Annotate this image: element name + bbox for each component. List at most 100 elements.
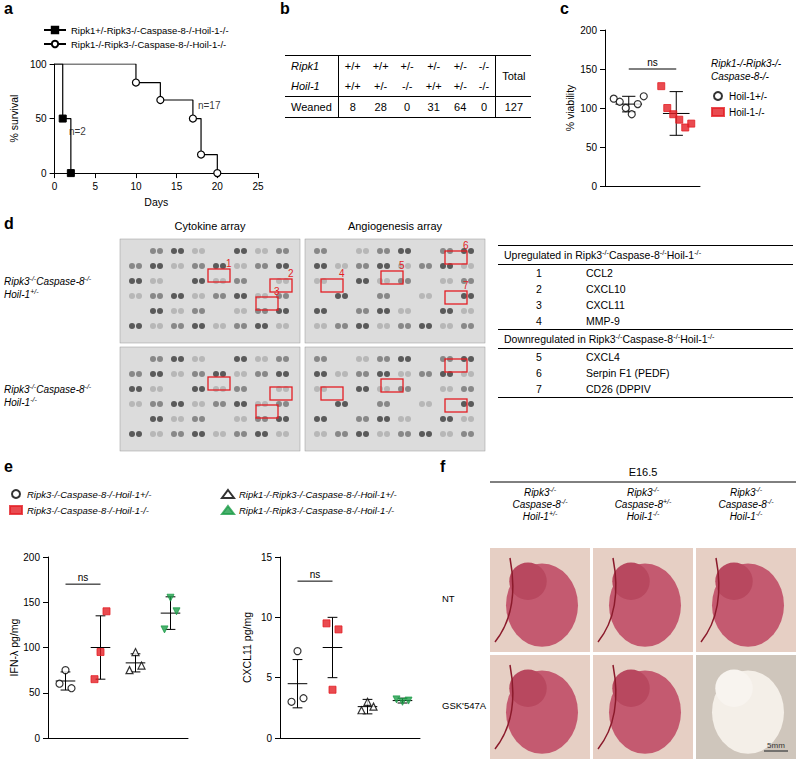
html-text:Hoil-1+/-: Hoil-1+/-: [522, 509, 558, 522]
html-text:127: 127: [504, 101, 523, 113]
html-text:1: 1: [536, 267, 542, 279]
html-text:Ripk3-/-Caspase-8-/-: Ripk3-/-Caspase-8-/-: [4, 382, 92, 395]
svg-text:Hoil-1-/-: Hoil-1-/-: [729, 107, 765, 118]
svg-text:20: 20: [212, 181, 224, 192]
html-text:NT: NT: [442, 593, 455, 604]
svg-text:150: 150: [23, 597, 40, 608]
svg-text:Ripk1-/-Ripk3-/-: Ripk1-/-Ripk3-/-: [711, 58, 782, 69]
html-text:31: 31: [427, 101, 440, 113]
html-text:5: 5: [536, 351, 542, 363]
html-text:Hoil-1-/-: Hoil-1-/-: [4, 395, 37, 408]
svg-text:50: 50: [35, 113, 47, 124]
html-text:Serpin F1 (PEDF): Serpin F1 (PEDF): [586, 367, 670, 379]
svg-text:7: 7: [463, 280, 469, 291]
svg-text:CXCL11 pg/mg: CXCL11 pg/mg: [241, 612, 253, 683]
html-text:6: 6: [536, 367, 542, 379]
svg-text:3: 3: [274, 286, 280, 297]
html-text:GSK'547A: GSK'547A: [442, 700, 487, 711]
svg-text:10: 10: [130, 181, 142, 192]
html-text:CCL2: CCL2: [586, 267, 613, 279]
html-text:Caspase-8-/-: Caspase-8-/-: [718, 497, 774, 510]
svg-text:6: 6: [463, 240, 469, 251]
svg-text:4: 4: [339, 268, 345, 279]
html-text:3: 3: [536, 299, 542, 311]
html-text:0: 0: [404, 101, 411, 113]
html-text:Ripk1: Ripk1: [291, 60, 320, 72]
html-text:Caspase-8+/-: Caspase-8+/-: [614, 497, 672, 510]
svg-text:Cytokine array: Cytokine array: [175, 220, 246, 232]
svg-text:2: 2: [288, 268, 294, 279]
svg-text:Ripk3-/-Caspase-8-/-Hoil-1-/-: Ripk3-/-Caspase-8-/-Hoil-1-/-: [27, 505, 149, 516]
svg-text:150: 150: [580, 64, 597, 75]
html-text:Ripk3-/-Caspase-8-/-: Ripk3-/-Caspase-8-/-: [4, 274, 92, 287]
html-text:c: c: [560, 0, 569, 17]
svg-text:Ripk1-/-Ripk3-/-Caspase-8-/-Ho: Ripk1-/-Ripk3-/-Caspase-8-/-Hoil-1-/-: [239, 505, 394, 516]
html-text:Hoil-1+/-: Hoil-1+/-: [4, 287, 39, 300]
svg-text:% survival: % survival: [8, 95, 20, 143]
html-text:CXCL4: CXCL4: [586, 351, 620, 363]
svg-text:200: 200: [580, 25, 597, 36]
svg-text:50: 50: [586, 142, 598, 153]
svg-text:ns: ns: [78, 572, 89, 583]
svg-text:0: 0: [34, 733, 40, 744]
html-text:CXCL11: CXCL11: [586, 299, 625, 311]
svg-text:Ripk1-/-Ripk3-/-Caspase-8-/-Ho: Ripk1-/-Ripk3-/-Caspase-8-/-Hoil-1+/-: [239, 489, 397, 500]
svg-text:50: 50: [29, 687, 41, 698]
svg-text:5: 5: [266, 672, 272, 683]
svg-text:5: 5: [92, 181, 98, 192]
html-text:d: d: [4, 215, 14, 232]
html-text:2: 2: [536, 283, 542, 295]
html-text:8: 8: [349, 101, 356, 113]
html-text:Total: Total: [502, 70, 526, 82]
html-text:CD26 (DPPIV: CD26 (DPPIV: [586, 383, 651, 395]
html-text:Upregulated in Ripk3-/-Caspase: Upregulated in Ripk3-/-Caspase-8-/-Hoil-…: [504, 247, 702, 261]
html-text:Hoil-1-/-: Hoil-1-/-: [626, 509, 660, 522]
svg-text:ns: ns: [647, 57, 658, 68]
html-text:0: 0: [480, 101, 488, 113]
svg-text:E16.5: E16.5: [629, 466, 658, 478]
svg-text:100: 100: [580, 103, 597, 114]
svg-text:Ripk1-/-Ripk3-/-Caspase-8-/-Ho: Ripk1-/-Ripk3-/-Caspase-8-/-Hoil-1-/-: [71, 39, 226, 50]
svg-text:Ripk3-/-Caspase-8-/-Hoil-1+/-: Ripk3-/-Caspase-8-/-Hoil-1+/-: [27, 489, 151, 500]
svg-text:n=17: n=17: [198, 100, 221, 111]
svg-text:Days: Days: [144, 196, 168, 208]
svg-text:Angiogenesis array: Angiogenesis array: [348, 220, 443, 232]
html-text:Hoil-1: Hoil-1: [291, 80, 320, 92]
html-text:a: a: [4, 0, 13, 17]
svg-text:100: 100: [30, 59, 47, 70]
html-text:4: 4: [536, 315, 542, 327]
html-text:b: b: [280, 0, 290, 17]
svg-text:5: 5: [399, 260, 405, 271]
svg-text:Ripk1+/-Ripk3-/-Caspase-8-/-Ho: Ripk1+/-Ripk3-/-Caspase-8-/-Hoil-1-/-: [71, 25, 229, 36]
svg-text:0: 0: [41, 168, 47, 179]
html-text:Weaned: Weaned: [291, 101, 332, 113]
svg-text:0: 0: [591, 181, 597, 192]
svg-text:n=2: n=2: [69, 126, 86, 137]
html-text:Downregulated in Ripk3-/-Caspa: Downregulated in Ripk3-/-Caspase-8-/-Hoi…: [504, 331, 715, 345]
svg-text:100: 100: [23, 642, 40, 653]
svg-text:1: 1: [226, 258, 232, 269]
svg-text:15: 15: [171, 181, 183, 192]
svg-text:25: 25: [252, 181, 264, 192]
svg-text:Hoil-1+/-: Hoil-1+/-: [729, 91, 767, 102]
html-text:Ripk3-/-: Ripk3-/-: [626, 485, 660, 498]
html-text:28: 28: [374, 101, 387, 113]
svg-text:IFN-λ pg/mg: IFN-λ pg/mg: [8, 618, 20, 676]
html-text:Hoil-1-/-: Hoil-1-/-: [729, 509, 763, 522]
svg-text:5mm: 5mm: [767, 741, 785, 750]
svg-text:ns: ns: [310, 569, 321, 580]
svg-text:10: 10: [261, 612, 273, 623]
html-text:Ripk3-/-: Ripk3-/-: [729, 485, 763, 498]
html-text:Caspase-8-/-: Caspase-8-/-: [512, 497, 568, 510]
svg-text:200: 200: [23, 552, 40, 563]
svg-text:Caspase-8-/-: Caspase-8-/-: [711, 71, 769, 82]
svg-text:% viability: % viability: [564, 84, 576, 131]
svg-text:15: 15: [261, 552, 273, 563]
html-text:CXCL10: CXCL10: [586, 283, 626, 295]
html-text:Ripk3-/-: Ripk3-/-: [523, 485, 557, 498]
html-text:MMP-9: MMP-9: [586, 315, 620, 327]
html-text:64: 64: [454, 101, 467, 113]
svg-text:0: 0: [52, 181, 58, 192]
html-text:e: e: [4, 458, 13, 475]
svg-text:0: 0: [266, 733, 272, 744]
